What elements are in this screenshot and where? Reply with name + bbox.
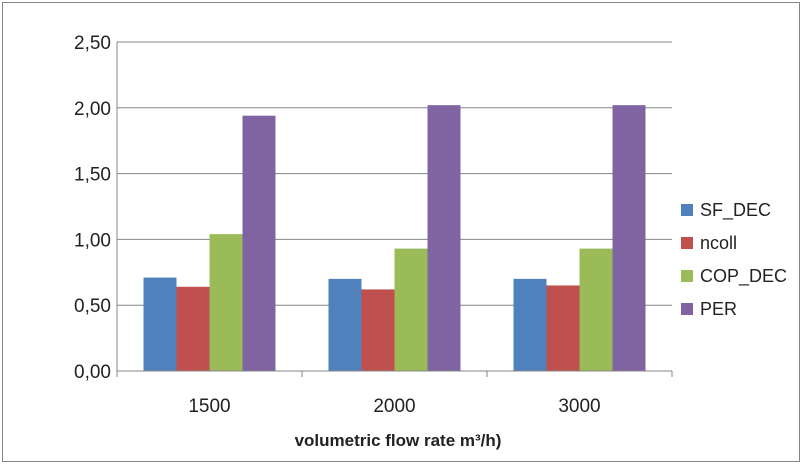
bar-cop-dec-1500 (209, 234, 243, 371)
bar-ncoll-3000 (546, 285, 580, 371)
bar-cop-dec-2000 (394, 248, 428, 371)
bar-ncoll-2000 (361, 289, 395, 371)
x-tick-labels: 1500 2000 3000 (188, 396, 600, 417)
x-tick-label: 3000 (558, 396, 600, 417)
legend-swatch-cop-dec (681, 270, 693, 282)
axes (116, 42, 673, 377)
legend-swatch-ncoll (681, 237, 693, 249)
y-tick-label: 2,50 (74, 33, 111, 54)
bar-ncoll-1500 (176, 286, 210, 371)
legend-label-cop-dec: COP_DEC (700, 266, 787, 287)
legend-label-ncoll: ncoll (700, 233, 737, 253)
y-tick-label: 2,00 (74, 99, 111, 120)
y-tick-label: 1,00 (74, 230, 111, 251)
x-tick-label: 1500 (188, 396, 230, 417)
x-axis-label: volumetric flow rate m³/h) (295, 431, 502, 450)
bars (143, 105, 646, 371)
legend-swatch-per (681, 303, 693, 315)
legend-swatch-sf-dec (681, 204, 693, 216)
bar-sf-dec-3000 (513, 278, 547, 371)
bar-per-2000 (427, 105, 461, 371)
bar-per-1500 (242, 115, 276, 371)
y-tick-label: 0,50 (74, 296, 111, 317)
bar-sf-dec-1500 (143, 277, 177, 371)
y-tick-label: 0,00 (74, 362, 111, 383)
legend-label-sf-dec: SF_DEC (700, 200, 771, 221)
y-tick-label: 1,50 (74, 165, 111, 186)
bar-sf-dec-2000 (328, 278, 362, 371)
legend-label-per: PER (700, 299, 737, 319)
bar-cop-dec-3000 (579, 248, 613, 371)
y-tick-labels: 0,00 0,50 1,00 1,50 2,00 2,50 (74, 33, 111, 383)
bar-per-3000 (612, 105, 646, 371)
x-tick-label: 2000 (373, 396, 415, 417)
